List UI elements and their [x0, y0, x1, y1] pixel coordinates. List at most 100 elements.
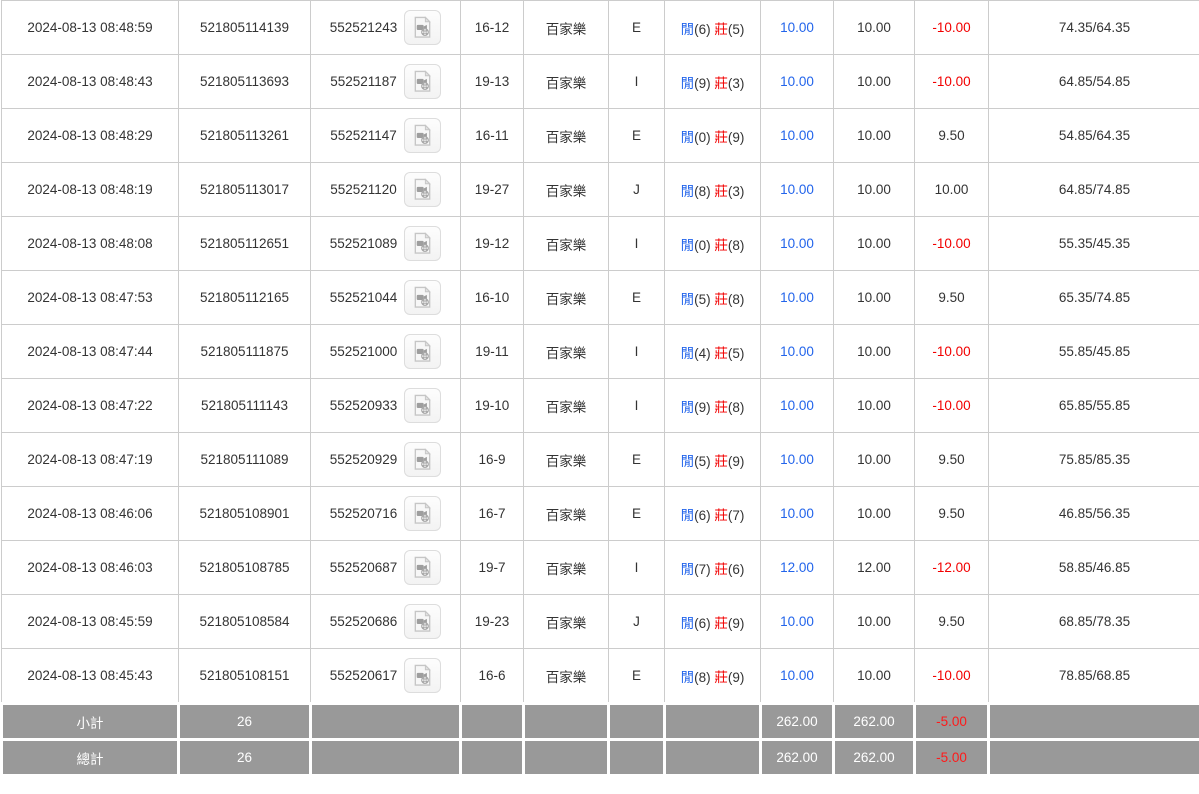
round-id-text: 552520929	[329, 452, 398, 467]
video-replay-icon[interactable]	[404, 496, 442, 531]
cell-bet-amount: 10.00	[760, 216, 834, 271]
cell-win-loss: -12.00	[914, 540, 989, 595]
player-label: 閒	[680, 21, 695, 37]
cell-bet-time: 2024-08-13 08:45:43	[1, 648, 179, 704]
banker-points: (8)	[727, 237, 745, 253]
cell-game-result: 閒(0) 莊(8)	[664, 216, 761, 271]
player-label: 閒	[680, 345, 695, 361]
cell-game-name: 百家樂	[523, 594, 609, 649]
banker-label: 莊	[714, 399, 728, 415]
banker-points: (9)	[727, 129, 745, 145]
player-points: (6)	[694, 21, 711, 37]
cell-valid-amount: 10.00	[833, 378, 915, 433]
video-replay-icon[interactable]	[404, 280, 442, 315]
cell-balance: 64.85/54.85	[988, 54, 1199, 109]
video-replay-icon[interactable]	[403, 118, 441, 153]
cell-round-id: 552521044	[310, 270, 461, 325]
cell-game-name: 百家樂	[523, 324, 609, 379]
banker-label: 莊	[714, 183, 728, 199]
player-points: (4)	[694, 345, 711, 361]
cell-bet-amount: 10.00	[760, 648, 834, 704]
video-replay-icon[interactable]	[404, 388, 442, 423]
cell-win-loss: -10.00	[914, 54, 989, 109]
bet-rows: 2024-08-13 08:48:59 521805114139 5525212…	[1, 0, 1199, 704]
video-replay-icon[interactable]	[404, 550, 442, 585]
cell-round-id: 552521000	[310, 324, 461, 379]
cell-valid-amount: 10.00	[833, 162, 915, 217]
empty-cell	[607, 702, 666, 741]
cell-bet-code: J	[608, 162, 665, 217]
cell-valid-amount: 10.00	[833, 216, 915, 271]
player-points: (8)	[694, 669, 711, 685]
cell-bet-time: 2024-08-13 08:47:19	[1, 432, 179, 487]
empty-cell	[522, 738, 610, 777]
banker-label: 莊	[714, 129, 728, 145]
empty-cell	[663, 738, 762, 777]
empty-cell	[459, 702, 525, 741]
cell-bet-id: 521805112651	[178, 216, 311, 271]
cell-balance: 65.85/55.85	[988, 378, 1199, 433]
banker-points: (9)	[727, 669, 745, 685]
player-points: (0)	[694, 129, 711, 145]
video-replay-icon[interactable]	[404, 10, 442, 45]
subtotal-win-loss: -5.00	[913, 702, 990, 741]
player-label: 閒	[680, 291, 695, 307]
cell-bet-code: I	[608, 378, 665, 433]
cell-game-result: 閒(5) 莊(8)	[664, 270, 761, 325]
video-replay-icon[interactable]	[403, 172, 441, 207]
table-row: 2024-08-13 08:48:29 521805113261 5525211…	[1, 108, 1199, 163]
cell-balance: 58.85/46.85	[988, 540, 1199, 595]
video-replay-icon[interactable]	[404, 604, 442, 639]
empty-cell	[987, 738, 1199, 777]
player-points: (0)	[694, 237, 711, 253]
banker-label: 莊	[714, 453, 728, 469]
video-replay-icon[interactable]	[404, 334, 442, 369]
cell-balance: 78.85/68.85	[988, 648, 1199, 704]
subtotal-bet-amount: 262.00	[759, 702, 835, 741]
cell-bet-amount: 10.00	[760, 486, 834, 541]
cell-bet-code: I	[608, 324, 665, 379]
cell-table-round: 16-7	[460, 486, 524, 541]
cell-game-name: 百家樂	[523, 378, 609, 433]
cell-game-result: 閒(9) 莊(3)	[664, 54, 761, 109]
cell-round-id: 552520686	[310, 594, 461, 649]
subtotal-row: 小計 26 262.00 262.00 -5.00	[0, 702, 1199, 741]
cell-bet-amount: 10.00	[760, 162, 834, 217]
video-replay-icon[interactable]	[403, 64, 441, 99]
cell-bet-code: E	[608, 648, 665, 704]
total-win-loss: -5.00	[913, 738, 990, 777]
player-label: 閒	[680, 615, 695, 631]
player-points: (9)	[694, 75, 711, 91]
cell-table-round: 19-13	[460, 54, 524, 109]
cell-bet-amount: 10.00	[760, 432, 834, 487]
cell-game-name: 百家樂	[523, 432, 609, 487]
cell-balance: 64.85/74.85	[988, 162, 1199, 217]
round-id-text: 552520687	[329, 560, 398, 575]
video-replay-icon[interactable]	[404, 658, 442, 693]
subtotal-count: 26	[177, 702, 312, 741]
video-replay-icon[interactable]	[404, 442, 442, 477]
cell-win-loss: -10.00	[914, 324, 989, 379]
round-id-text: 552521120	[330, 182, 397, 197]
banker-points: (6)	[727, 561, 745, 577]
cell-game-result: 閒(7) 莊(6)	[664, 540, 761, 595]
cell-valid-amount: 10.00	[833, 324, 915, 379]
cell-round-id: 552520687	[310, 540, 461, 595]
round-id-text: 552521044	[329, 290, 398, 305]
cell-round-id: 552521187	[310, 54, 461, 109]
player-points: (7)	[694, 561, 711, 577]
banker-points: (9)	[727, 453, 745, 469]
cell-win-loss: 9.50	[914, 594, 989, 649]
table-row: 2024-08-13 08:45:43 521805108151 5525206…	[1, 648, 1199, 704]
player-label: 閒	[680, 507, 695, 523]
cell-bet-amount: 10.00	[760, 594, 834, 649]
cell-game-result: 閒(6) 莊(5)	[664, 0, 761, 55]
video-replay-icon[interactable]	[404, 226, 442, 261]
cell-table-round: 16-11	[460, 108, 524, 163]
cell-balance: 65.35/74.85	[988, 270, 1199, 325]
table-footer: 小計 26 262.00 262.00 -5.00 總計 26 262.00 2…	[0, 702, 1199, 777]
bet-history-table: 2024-08-13 08:48:59 521805114139 5525212…	[0, 0, 1199, 777]
banker-points: (3)	[727, 183, 745, 199]
empty-cell	[607, 738, 666, 777]
table-row: 2024-08-13 08:45:59 521805108584 5525206…	[1, 594, 1199, 649]
